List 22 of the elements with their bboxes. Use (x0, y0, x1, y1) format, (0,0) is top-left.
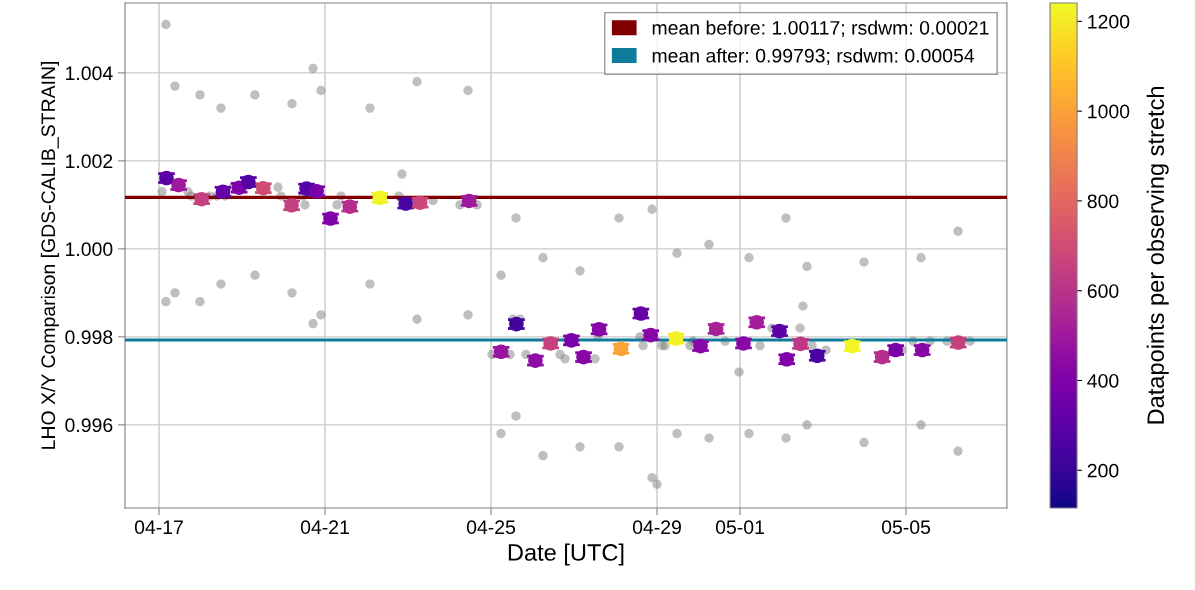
color-bar-label: 800 (1087, 194, 1119, 209)
legend-label: mean before: 1.00117; rsdwm: 0.00021 (652, 20, 989, 38)
color-bar-label: 1200 (1088, 14, 1130, 29)
color-bar-label: 1000 (1088, 104, 1130, 119)
y-tick-label: 1.000 (66, 242, 113, 257)
x-tick-label: 04-21 (300, 520, 349, 535)
x-tick-label: 04-29 (632, 520, 681, 535)
y-axis-title: LHO X/Y Comparison [GDS-CALIB_STRAIN] (40, 61, 59, 449)
x-tick-label: 05-01 (715, 520, 764, 535)
color-bar-label: 600 (1087, 284, 1119, 298)
x-tick-label: 05-05 (881, 520, 931, 535)
y-tick-label: 0.998 (65, 330, 113, 345)
legend-label: mean after: 0.99793; rsdwm: 0.00054 (652, 48, 975, 65)
color-bar-label: 400 (1087, 373, 1119, 388)
x-axis-title: Date [UTC] (508, 543, 624, 566)
x-tick-label: 04-17 (134, 520, 183, 535)
color-bar-title: Datapoints per observing stretch (1146, 87, 1169, 424)
x-tick-label: 04-25 (466, 520, 516, 535)
y-tick-label: 1.004 (66, 66, 113, 81)
y-tick-label: 0.996 (65, 418, 113, 433)
color-bar-label: 200 (1087, 463, 1119, 478)
y-tick-label: 1.002 (66, 154, 113, 169)
